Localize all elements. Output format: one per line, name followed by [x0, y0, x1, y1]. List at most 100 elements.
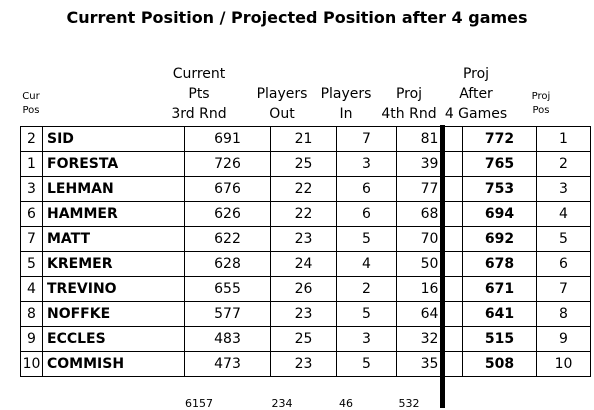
players-in-cell: 5 [336, 301, 397, 327]
proj-4th-cell: 16 [396, 276, 463, 302]
players-out-cell: 25 [270, 151, 337, 177]
header-proj-after: Proj After 4 Games [444, 66, 508, 122]
players-in-cell: 5 [336, 351, 397, 377]
proj-pos-cell: 7 [536, 276, 591, 302]
total-current-pts: 6157 [185, 397, 213, 410]
header-current-pts: Current Pts 3rd Rnd [171, 66, 227, 122]
proj-after-cell: 671 [462, 276, 537, 302]
total-players-out: 234 [271, 397, 293, 410]
cur-pos-cell: 6 [20, 201, 43, 227]
players-in-cell: 6 [336, 201, 397, 227]
table-row: 6 HAMMER 626 22 6 68 694 4 [20, 201, 591, 227]
proj-pos-cell: 10 [536, 351, 591, 377]
current-pts-cell: 655 [184, 276, 271, 302]
divider-bar [440, 125, 445, 408]
players-out-cell: 23 [270, 301, 337, 327]
current-pts-cell: 577 [184, 301, 271, 327]
player-name-cell: KREMER [42, 251, 185, 277]
proj-pos-cell: 3 [536, 176, 591, 202]
table-row: 1 FORESTA 726 25 3 39 765 2 [20, 151, 591, 177]
players-out-cell: 25 [270, 326, 337, 352]
proj-after-cell: 678 [462, 251, 537, 277]
proj-after-cell: 692 [462, 226, 537, 252]
players-out-cell: 22 [270, 201, 337, 227]
cur-pos-cell: 1 [20, 151, 43, 177]
proj-after-cell: 508 [462, 351, 537, 377]
players-out-cell: 24 [270, 251, 337, 277]
cur-pos-cell: 2 [20, 126, 43, 152]
header-players-in: Players In [320, 86, 372, 122]
players-in-cell: 2 [336, 276, 397, 302]
proj-pos-cell: 8 [536, 301, 591, 327]
player-name-cell: HAMMER [42, 201, 185, 227]
current-pts-cell: 473 [184, 351, 271, 377]
player-name-cell: NOFFKE [42, 301, 185, 327]
header-cur-pos: Cur Pos [22, 91, 40, 116]
header-players-out: Players Out [256, 86, 308, 122]
table-row: 9 ECCLES 483 25 3 32 515 9 [20, 326, 591, 352]
table-row: 5 KREMER 628 24 4 50 678 6 [20, 251, 591, 277]
proj-4th-cell: 81 [396, 126, 463, 152]
current-pts-cell: 676 [184, 176, 271, 202]
cur-pos-cell: 7 [20, 226, 43, 252]
players-in-cell: 7 [336, 126, 397, 152]
cur-pos-cell: 4 [20, 276, 43, 302]
table-row: 10 COMMISH 473 23 5 35 508 10 [20, 351, 591, 377]
current-pts-cell: 628 [184, 251, 271, 277]
players-in-cell: 5 [336, 226, 397, 252]
proj-4th-cell: 32 [396, 326, 463, 352]
players-out-cell: 23 [270, 226, 337, 252]
proj-after-cell: 694 [462, 201, 537, 227]
player-name-cell: SID [42, 126, 185, 152]
proj-4th-cell: 35 [396, 351, 463, 377]
proj-4th-cell: 70 [396, 226, 463, 252]
proj-4th-cell: 39 [396, 151, 463, 177]
proj-pos-cell: 2 [536, 151, 591, 177]
header-proj-pos: Proj Pos [531, 91, 551, 116]
cur-pos-cell: 9 [20, 326, 43, 352]
players-out-cell: 22 [270, 176, 337, 202]
current-pts-cell: 483 [184, 326, 271, 352]
table-row: 2 SID 691 21 7 81 772 1 [20, 126, 591, 152]
player-name-cell: COMMISH [42, 351, 185, 377]
proj-pos-cell: 1 [536, 126, 591, 152]
total-players-in: 46 [339, 397, 353, 410]
table-row: 4 TREVINO 655 26 2 16 671 7 [20, 276, 591, 302]
players-in-cell: 3 [336, 326, 397, 352]
proj-after-cell: 765 [462, 151, 537, 177]
players-out-cell: 26 [270, 276, 337, 302]
total-proj-4th: 532 [398, 397, 420, 410]
players-out-cell: 23 [270, 351, 337, 377]
cur-pos-cell: 5 [20, 251, 43, 277]
table-row: 3 LEHMAN 676 22 6 77 753 3 [20, 176, 591, 202]
table-row: 7 MATT 622 23 5 70 692 5 [20, 226, 591, 252]
proj-pos-cell: 4 [536, 201, 591, 227]
player-name-cell: LEHMAN [42, 176, 185, 202]
table-row: 8 NOFFKE 577 23 5 64 641 8 [20, 301, 591, 327]
current-pts-cell: 622 [184, 226, 271, 252]
proj-after-cell: 641 [462, 301, 537, 327]
players-out-cell: 21 [270, 126, 337, 152]
cur-pos-cell: 3 [20, 176, 43, 202]
proj-after-cell: 772 [462, 126, 537, 152]
proj-pos-cell: 9 [536, 326, 591, 352]
current-pts-cell: 691 [184, 126, 271, 152]
player-name-cell: FORESTA [42, 151, 185, 177]
proj-pos-cell: 5 [536, 226, 591, 252]
cur-pos-cell: 10 [20, 351, 43, 377]
players-in-cell: 6 [336, 176, 397, 202]
player-name-cell: TREVINO [42, 276, 185, 302]
player-name-cell: MATT [42, 226, 185, 252]
current-pts-cell: 726 [184, 151, 271, 177]
players-in-cell: 3 [336, 151, 397, 177]
header-proj-4th: Proj 4th Rnd [381, 86, 437, 122]
player-name-cell: ECCLES [42, 326, 185, 352]
cur-pos-cell: 8 [20, 301, 43, 327]
proj-4th-cell: 64 [396, 301, 463, 327]
proj-4th-cell: 68 [396, 201, 463, 227]
proj-4th-cell: 50 [396, 251, 463, 277]
proj-after-cell: 753 [462, 176, 537, 202]
standings-table: 2 SID 691 21 7 81 772 1 1 FORESTA 726 25 3 39 765 2 3 LEH… [20, 126, 591, 377]
proj-4th-cell: 77 [396, 176, 463, 202]
proj-pos-cell: 6 [536, 251, 591, 277]
